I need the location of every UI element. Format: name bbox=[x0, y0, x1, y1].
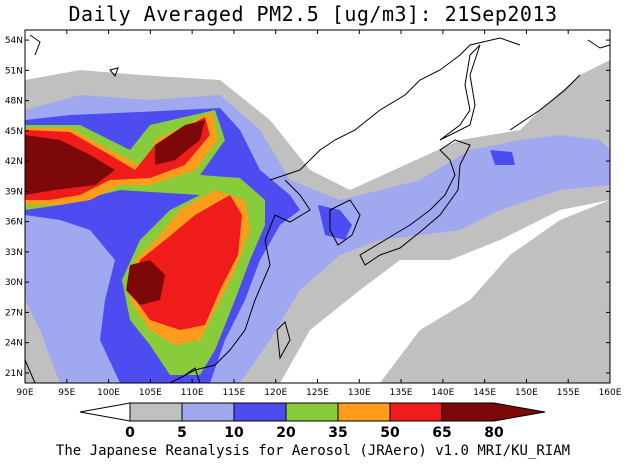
colorbar-segment-4 bbox=[285, 402, 339, 422]
lat-tick-label: 39N bbox=[5, 187, 23, 197]
lat-tick-label: 42N bbox=[5, 157, 23, 167]
contour-80-plus-north bbox=[155, 120, 205, 165]
contour-20-35-japan bbox=[490, 150, 515, 165]
colorbar-label: 50 bbox=[380, 425, 400, 441]
lon-tick-label: 155E bbox=[557, 388, 580, 398]
lat-tick-label: 30N bbox=[5, 278, 23, 288]
colorbar-labels: 0 5 10 20 35 50 65 80 bbox=[125, 425, 504, 441]
colorbar-label: 10 bbox=[224, 425, 244, 441]
lat-tick-label: 48N bbox=[5, 97, 23, 107]
concentration-field bbox=[25, 34, 610, 383]
lon-tick-label: 100E bbox=[97, 388, 120, 398]
lat-tick-label: 21N bbox=[5, 369, 23, 379]
lon-tick-label: 145E bbox=[473, 388, 496, 398]
colorbar-label: 35 bbox=[328, 425, 347, 441]
lon-tick-label: 120E bbox=[264, 388, 287, 398]
lat-tick-label: 45N bbox=[5, 127, 23, 137]
lat-tick-label: 36N bbox=[5, 218, 23, 228]
lon-tick-label: 115E bbox=[222, 388, 245, 398]
lon-tick-label: 105E bbox=[139, 388, 162, 398]
colorbar-label: 20 bbox=[276, 425, 296, 441]
lon-tick-label: 160E bbox=[599, 388, 622, 398]
lon-tick-label: 140E bbox=[431, 388, 454, 398]
colorbar-segment-6 bbox=[389, 402, 443, 422]
colorbar-label: 65 bbox=[432, 425, 451, 441]
lat-tick-label: 33N bbox=[5, 248, 23, 258]
colorbar-label: 80 bbox=[484, 425, 504, 441]
lat-tick-label: 54N bbox=[5, 36, 23, 46]
colorbar-segment-0 bbox=[79, 402, 131, 422]
colorbar-label: 0 bbox=[125, 425, 135, 441]
axis-ticks: 90E 95E 100E 105E 110E 115E 120E 125E 130E 135E 14… bbox=[5, 30, 622, 398]
footer-credit: The Japanese Reanalysis for Aerosol (JRA… bbox=[55, 443, 571, 459]
contour-80-plus-south bbox=[126, 260, 165, 305]
colorbar-segment-5 bbox=[337, 402, 391, 422]
lon-tick-label: 130E bbox=[348, 388, 371, 398]
lon-tick-label: 95E bbox=[58, 388, 75, 398]
colorbar-segment-3 bbox=[233, 402, 287, 422]
lon-tick-label: 135E bbox=[390, 388, 413, 398]
colorbar-segment-7 bbox=[441, 402, 546, 422]
colorbar-segment-2 bbox=[181, 402, 235, 422]
colorbar-segment-1 bbox=[129, 402, 183, 422]
contour-5-10-east bbox=[380, 200, 610, 383]
lat-tick-label: 24N bbox=[5, 339, 23, 349]
lon-tick-label: 150E bbox=[515, 388, 538, 398]
lon-tick-label: 90E bbox=[16, 388, 33, 398]
lat-tick-label: 51N bbox=[5, 66, 23, 76]
contour-80-plus bbox=[25, 135, 115, 195]
contour-20-35-sea bbox=[318, 205, 352, 240]
coastlines bbox=[25, 34, 610, 383]
colorbar-label: 5 bbox=[177, 425, 187, 441]
lon-tick-label: 110E bbox=[181, 388, 204, 398]
lon-tick-label: 125E bbox=[306, 388, 329, 398]
colorbar bbox=[79, 402, 546, 422]
map-title: Daily Averaged PM2.5 [ug/m3]: 21Sep2013 bbox=[68, 2, 558, 26]
lat-tick-label: 27N bbox=[5, 308, 23, 318]
